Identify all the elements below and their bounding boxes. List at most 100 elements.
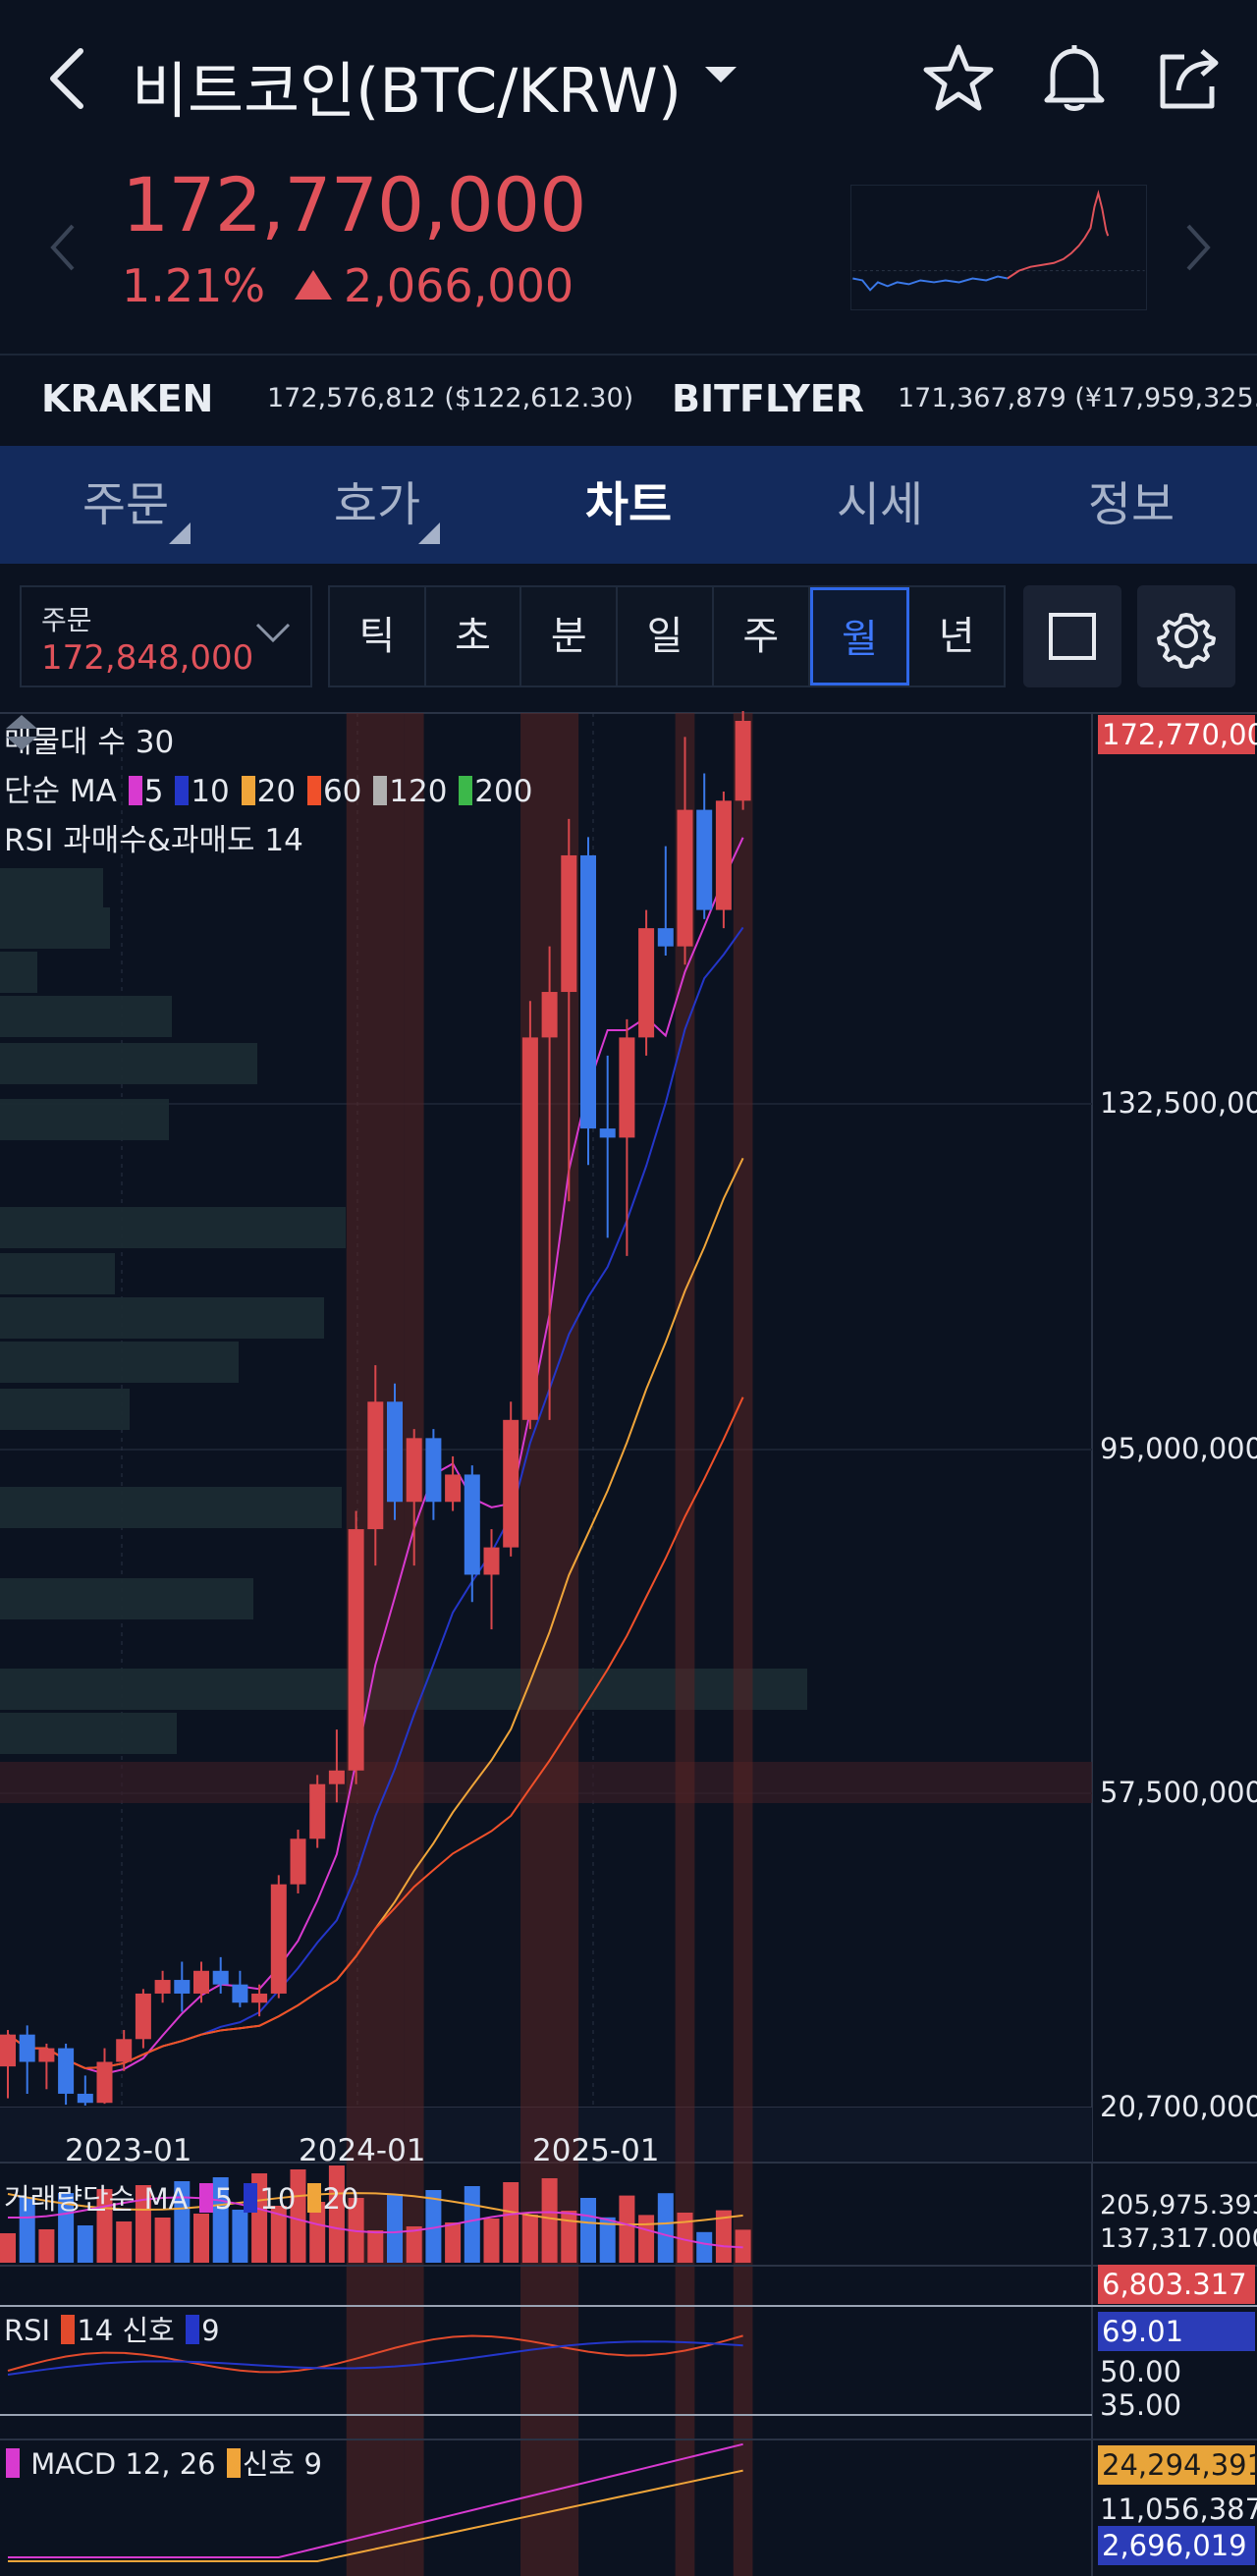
volume-profile-bar: [0, 1713, 177, 1754]
volume-bar: [406, 2226, 422, 2263]
tab-info[interactable]: 정보: [1006, 446, 1257, 564]
order-price-select[interactable]: 주문 172,848,000: [20, 585, 312, 687]
legend-vol-10: 10: [259, 2182, 297, 2216]
period-month[interactable]: 월: [809, 587, 910, 685]
tab-orderbook[interactable]: 호가: [251, 446, 503, 564]
volume-bar: [77, 2225, 93, 2263]
dropdown-caret-icon[interactable]: [705, 67, 737, 82]
tab-label: 시세: [836, 477, 924, 532]
candle-body: [580, 854, 596, 1129]
candle-body: [503, 1419, 519, 1548]
bell-icon[interactable]: [1035, 39, 1114, 118]
layout-button[interactable]: [1023, 585, 1121, 687]
top-bar: 비트코인(BTC/KRW): [0, 0, 1257, 157]
legend-volume[interactable]: 거래량단순 MA 5 10 20: [4, 2176, 358, 2218]
tab-market-price[interactable]: 시세: [754, 446, 1006, 564]
menu-corner-icon: [418, 522, 440, 544]
order-label: 주문: [41, 604, 92, 636]
legend-swatch: [226, 2448, 241, 2478]
volume-profile-bar: [0, 1253, 115, 1294]
volume-bar: [638, 2215, 655, 2263]
volume-profile-bar: [0, 1043, 257, 1084]
exchange-price: 171,367,879 (¥17,959,325.00): [898, 383, 1257, 413]
current-price: 172,770,000: [122, 161, 586, 248]
settings-button[interactable]: [1137, 585, 1235, 687]
volume-bar: [58, 2193, 75, 2263]
legend-volume-profile[interactable]: 매물대 수 30: [4, 725, 175, 760]
period-minute[interactable]: 분: [521, 587, 619, 685]
overbought-zone: [733, 713, 753, 2576]
main-tabs: 주문 호가 차트 시세 정보: [0, 446, 1257, 564]
volume-profile-bar: [0, 907, 110, 949]
legend-swatch: [373, 776, 388, 805]
change-amount-value: 2,066,000: [344, 259, 574, 312]
volume-bar: [715, 2210, 732, 2263]
period-day[interactable]: 일: [618, 587, 714, 685]
volume-bar: [290, 2169, 306, 2263]
tab-label: 호가: [333, 477, 421, 532]
legend-rsi-signal-period: 9: [201, 2314, 220, 2347]
period-second[interactable]: 초: [425, 587, 522, 685]
candle-body: [290, 1838, 306, 1885]
page-title[interactable]: 비트코인(BTC/KRW): [132, 55, 683, 127]
legend-rsi-prefix: RSI: [4, 2314, 51, 2347]
legend-rsi-zone[interactable]: RSI 과매수&과매도 14: [4, 823, 303, 858]
legend-ma-10: 10: [191, 774, 230, 809]
candle-body: [406, 1438, 422, 1503]
candle-body: [0, 2034, 16, 2067]
prev-coin-icon[interactable]: [43, 218, 82, 277]
volume-profile-bar: [0, 1207, 346, 1248]
rsi-line: [7, 2334, 743, 2374]
share-icon[interactable]: [1151, 39, 1230, 118]
volume-profile-bar: [0, 1297, 324, 1339]
period-tick[interactable]: 틱: [330, 587, 426, 685]
macd-signal-line: [8, 2469, 743, 2562]
volume-bar: [445, 2222, 462, 2263]
tab-order[interactable]: 주문: [0, 446, 251, 564]
legend-swatch: [306, 2183, 321, 2213]
resize-handle-icon[interactable]: [0, 711, 43, 754]
candle-body: [445, 1474, 462, 1503]
volume-bar: [425, 2190, 442, 2263]
period-year[interactable]: 년: [909, 587, 1005, 685]
period-week[interactable]: 주: [713, 587, 810, 685]
legend-rsi-signal: 신호: [122, 2314, 175, 2347]
legend-macd-periods: 12, 26: [125, 2447, 216, 2481]
chart-area[interactable]: 매물대 수 30 단순 MA 5 10 20 60 120 200 RSI 과매…: [0, 711, 1257, 2576]
legend-swatch: [186, 2315, 200, 2344]
volume-bar: [367, 2230, 384, 2263]
macd-badge: 24,294,391: [1098, 2445, 1257, 2485]
last-price-badge: 172,770,000: [1098, 715, 1257, 754]
volume-bar: [619, 2195, 635, 2263]
legend-swatch: [244, 2183, 258, 2213]
candle-body: [367, 1401, 384, 1530]
legend-ma[interactable]: 단순 MA 5 10 20 60 120 200: [4, 766, 532, 810]
candle-body: [521, 1037, 538, 1420]
candle-body: [619, 1037, 635, 1138]
x-axis-label: 2023-01: [65, 2133, 192, 2168]
back-icon[interactable]: [39, 39, 98, 118]
volume-bar: [677, 2213, 693, 2263]
legend-swatch: [61, 2315, 76, 2344]
candle-body: [96, 2061, 113, 2104]
overbought-zone: [675, 713, 695, 2576]
next-coin-icon[interactable]: [1178, 218, 1218, 277]
tab-chart[interactable]: 차트: [503, 446, 754, 564]
legend-ma-5: 5: [143, 774, 164, 809]
volume-bar: [270, 2206, 287, 2263]
order-value: 172,848,000: [41, 638, 254, 678]
candle-body: [309, 1783, 326, 1839]
candle-body: [541, 992, 558, 1038]
candle-body: [464, 1474, 480, 1575]
price-chart[interactable]: [0, 711, 1257, 2576]
star-icon[interactable]: [919, 39, 998, 118]
volume-bar: [309, 2202, 326, 2263]
candle-body: [696, 809, 713, 910]
volume-bar: [483, 2219, 500, 2263]
legend-rsi[interactable]: RSI 14 신호 9: [4, 2308, 220, 2349]
candle-body: [38, 2048, 55, 2062]
tab-label: 차트: [584, 477, 673, 532]
volume-profile-bar: [0, 1099, 169, 1140]
legend-macd[interactable]: MACD 12, 26 신호 9: [4, 2441, 322, 2483]
mini-price-chart[interactable]: [850, 185, 1147, 310]
